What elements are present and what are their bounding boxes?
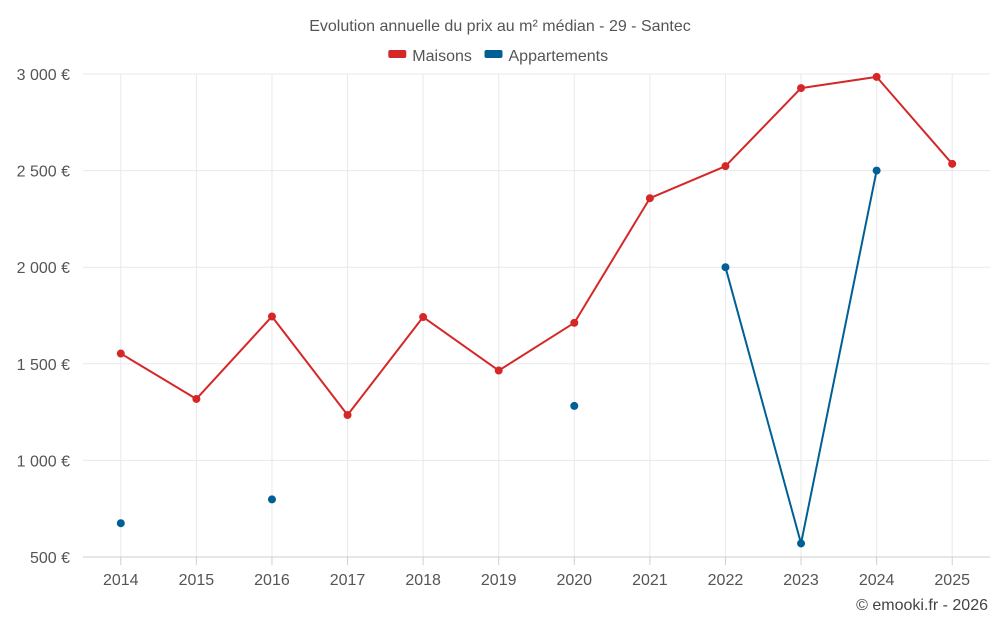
series-appartements-point[interactable]	[267, 495, 276, 504]
series-maisons-line	[120, 75, 953, 416]
legend: Maisons Appartements	[388, 48, 608, 65]
y-tick-label: 1 500 €	[17, 357, 70, 374]
series-maisons-point[interactable]	[494, 366, 503, 375]
series-maisons-point[interactable]	[872, 72, 881, 81]
y-tick-label: 500 €	[30, 550, 70, 567]
x-tick-label: 2023	[783, 572, 819, 589]
x-axis: 2014 2015 2016 2017 2018 2019 2020 2021 2022 2023…	[83, 556, 990, 589]
series-appartements-point[interactable]	[116, 519, 125, 528]
y-tick-label: 1 000 €	[17, 453, 70, 470]
series-appartements-point[interactable]	[721, 263, 730, 272]
series-maisons-point[interactable]	[116, 349, 125, 358]
x-tick-label: 2021	[632, 572, 668, 589]
y-tick-label: 3 000 €	[17, 67, 70, 84]
x-tick-label: 2024	[859, 572, 895, 589]
series-maisons-point[interactable]	[797, 84, 806, 93]
x-tick-label: 2015	[179, 572, 215, 589]
legend-swatch-maisons[interactable]	[388, 50, 407, 58]
series-appartements-point[interactable]	[797, 539, 806, 548]
series-layer	[116, 72, 957, 548]
series-maisons-point[interactable]	[721, 162, 730, 171]
x-tick-label: 2022	[708, 572, 744, 589]
series-maisons-point[interactable]	[948, 159, 957, 168]
x-tick-label: 2016	[254, 572, 290, 589]
chart-title: Evolution annuelle du prix au m² médian …	[309, 18, 691, 35]
series-appartements-point[interactable]	[872, 166, 881, 175]
x-tick-label: 2025	[934, 572, 970, 589]
series-maisons-point[interactable]	[570, 318, 579, 327]
legend-label-maisons[interactable]: Maisons	[412, 48, 472, 65]
y-tick-label: 2 500 €	[17, 164, 70, 181]
x-tick-label: 2019	[481, 572, 517, 589]
x-tick-label: 2018	[405, 572, 441, 589]
series-maisons-point[interactable]	[267, 312, 276, 321]
x-tick-label: 2020	[556, 572, 592, 589]
series-maisons-point[interactable]	[419, 313, 428, 322]
gridlines	[83, 73, 990, 557]
series-maisons-point[interactable]	[645, 194, 654, 203]
x-tick-label: 2014	[103, 572, 139, 589]
series-maisons-point[interactable]	[192, 394, 201, 403]
credit-text: © emooki.fr - 2026	[856, 597, 988, 614]
y-tick-label: 2 000 €	[17, 260, 70, 277]
legend-swatch-appartements[interactable]	[484, 50, 503, 58]
series-maisons-point[interactable]	[343, 410, 352, 419]
series-appartements-point[interactable]	[570, 401, 579, 410]
y-axis: 500 € 1 000 € 1 500 € 2 000 € 2 500 € 3 000 €	[17, 67, 70, 567]
x-tick-label: 2017	[330, 572, 366, 589]
legend-label-appartements[interactable]: Appartements	[509, 48, 609, 65]
